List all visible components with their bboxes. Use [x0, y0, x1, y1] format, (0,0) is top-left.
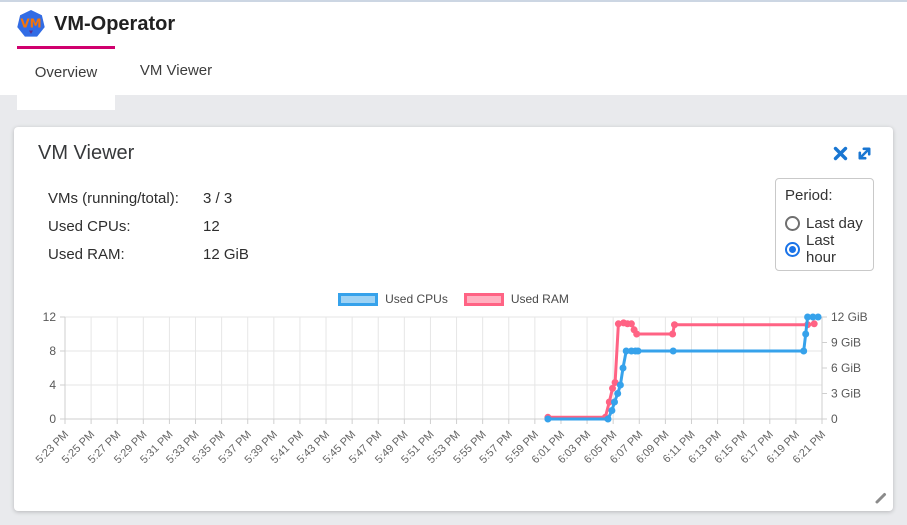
card-actions: [832, 145, 873, 162]
tab-bar: Overview VM Viewer: [0, 46, 907, 110]
vm-operator-logo-icon: VM: [17, 10, 45, 37]
ram-legend-swatch: [463, 292, 504, 306]
resize-handle-icon[interactable]: [872, 490, 888, 506]
svg-text:9 GiB: 9 GiB: [831, 336, 861, 350]
stat-label: Used RAM:: [48, 245, 125, 263]
vm-stats: VMs (running/total): 3 / 3 Used CPUs: 12…: [48, 184, 249, 268]
period-label: Period:: [785, 187, 833, 204]
svg-text:0: 0: [49, 412, 56, 426]
vm-viewer-card: VM Viewer VMs (running/total): 3 / 3 Use…: [14, 127, 893, 511]
svg-text:3 GiB: 3 GiB: [831, 387, 861, 401]
legend-label: Used CPUs: [385, 292, 448, 306]
radio-label: Last day: [806, 214, 863, 232]
stat-row-vms: VMs (running/total): 3 / 3: [48, 184, 249, 212]
radio-label: Last hour: [806, 232, 837, 266]
usage-chart: 5:23 PM5:25 PM5:27 PM5:29 PM5:31 PM5:33 …: [34, 310, 868, 466]
expand-icon[interactable]: [856, 145, 873, 162]
svg-text:VM: VM: [20, 17, 41, 31]
window-top-edge: [0, 0, 907, 2]
stat-value: 12 GiB: [203, 245, 249, 263]
svg-text:4: 4: [49, 378, 56, 392]
tab-overview[interactable]: Overview: [17, 46, 115, 110]
stat-value: 3 / 3: [203, 189, 233, 207]
radio-button[interactable]: [785, 241, 800, 257]
app-title: VM-Operator: [54, 12, 176, 35]
stat-value: 12: [203, 217, 220, 235]
stat-row-ram: Used RAM: 12 GiB: [48, 240, 249, 268]
legend-label: Used RAM: [510, 292, 569, 306]
stat-label: Used CPUs:: [48, 217, 131, 235]
stat-row-cpus: Used CPUs: 12: [48, 212, 249, 240]
period-selector: Period: Last day Last hour: [775, 178, 874, 271]
card-title: VM Viewer: [38, 142, 135, 164]
svg-text:12: 12: [43, 310, 57, 324]
svg-text:8: 8: [49, 344, 56, 358]
cpu-legend-swatch: [338, 292, 379, 306]
stat-label: VMs (running/total):: [48, 189, 179, 207]
chart-legend: Used CPUs Used RAM: [14, 292, 893, 306]
radio-last-day[interactable]: Last day: [785, 210, 864, 236]
svg-text:0: 0: [831, 412, 838, 426]
tab-vm-viewer[interactable]: VM Viewer: [139, 62, 213, 79]
legend-item[interactable]: Used RAM: [463, 292, 569, 306]
close-icon[interactable]: [832, 145, 849, 162]
svg-text:6 GiB: 6 GiB: [831, 361, 861, 375]
radio-button[interactable]: [785, 215, 800, 231]
app-header: VM VM-Operator: [0, 2, 907, 46]
page-content: VM Viewer VMs (running/total): 3 / 3 Use…: [0, 95, 907, 525]
radio-last-hour[interactable]: Last hour: [785, 232, 864, 266]
legend-item[interactable]: Used CPUs: [338, 292, 448, 306]
svg-text:12 GiB: 12 GiB: [831, 310, 868, 324]
